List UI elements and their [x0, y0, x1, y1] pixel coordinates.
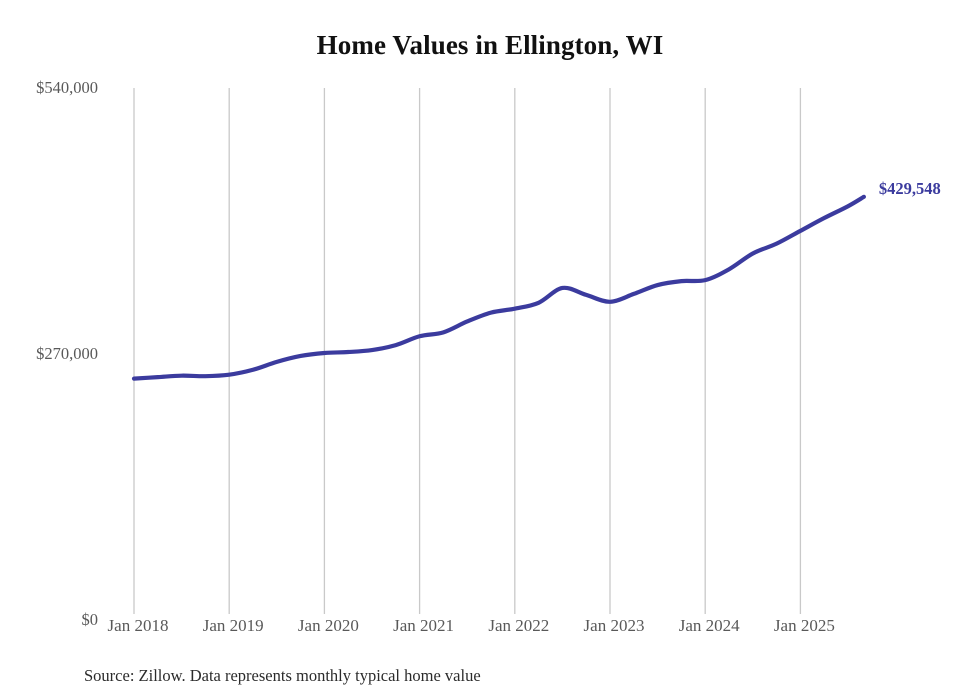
endpoint-value-label: $429,548 [878, 178, 941, 198]
x-axis-tick-label: Jan 2021 [393, 616, 455, 635]
chart-title: Home Values in Ellington, WI [316, 30, 664, 60]
x-axis-tick-label: Jan 2018 [107, 616, 169, 635]
x-axis-tick-label: Jan 2020 [297, 616, 359, 635]
y-axis-tick-label: $270,000 [36, 344, 98, 363]
source-note: Source: Zillow. Data represents monthly … [84, 666, 481, 685]
home-value-line [131, 194, 866, 381]
gridline-group [133, 88, 802, 614]
data-series-group [131, 194, 866, 381]
x-axis-tick-label: Jan 2022 [488, 616, 550, 635]
x-axis-tick-label: Jan 2023 [583, 616, 645, 635]
x-axis-tick-label: Jan 2019 [202, 616, 264, 635]
y-axis-tick-label: $540,000 [36, 78, 98, 97]
x-axis-tick-label: Jan 2024 [678, 616, 740, 635]
x-axis-tick-label: Jan 2025 [773, 616, 835, 635]
y-axis-tick-label: $0 [81, 610, 99, 629]
